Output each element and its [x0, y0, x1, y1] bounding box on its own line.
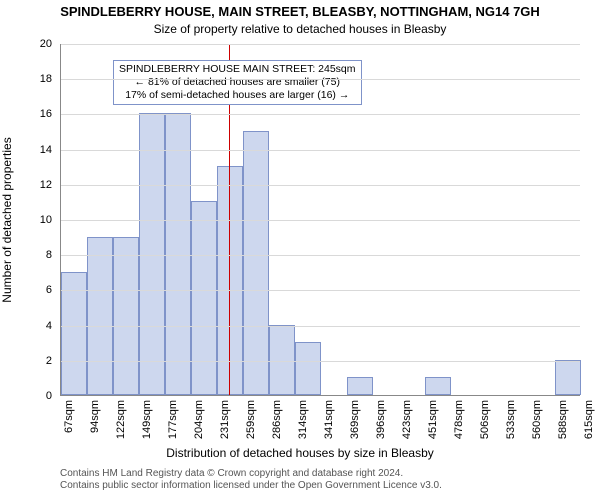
histogram-bar	[295, 342, 321, 395]
x-tick-labels: 67sqm 94sqm 122sqm 149sqm 177sqm 204sqm 231sqm…	[60, 396, 580, 446]
x-tick-label: 396sqm	[375, 400, 387, 439]
y-tick-label: 20	[22, 38, 52, 50]
gridline	[61, 290, 580, 291]
x-tick-label: 478sqm	[453, 400, 465, 439]
histogram-bar	[347, 377, 373, 395]
x-tick-label: 341sqm	[323, 400, 335, 439]
attribution-line: Contains public sector information licen…	[60, 480, 442, 492]
x-tick-label: 259sqm	[245, 400, 257, 439]
annotation-line: SPINDLEBERRY HOUSE MAIN STREET: 245sqm	[119, 63, 356, 76]
gridline	[61, 114, 580, 115]
histogram-bar	[269, 325, 295, 395]
x-tick-label: 94sqm	[89, 400, 101, 433]
y-tick-label: 0	[22, 390, 52, 402]
gridline	[61, 44, 580, 45]
x-tick-label: 369sqm	[349, 400, 361, 439]
x-tick-label: 615sqm	[583, 400, 595, 439]
gridline	[61, 220, 580, 221]
plot-area: SPINDLEBERRY HOUSE MAIN STREET: 245sqm← …	[60, 44, 580, 396]
gridline	[61, 326, 580, 327]
x-tick-label: 314sqm	[297, 400, 309, 439]
x-tick-label: 177sqm	[167, 400, 179, 439]
x-tick-label: 67sqm	[63, 400, 75, 433]
gridline	[61, 185, 580, 186]
chart-title: SPINDLEBERRY HOUSE, MAIN STREET, BLEASBY…	[0, 4, 600, 19]
y-axis-label: Number of detached properties	[0, 44, 16, 396]
x-axis-label: Distribution of detached houses by size …	[0, 446, 600, 460]
attribution: Contains HM Land Registry data © Crown c…	[60, 468, 442, 492]
x-tick-label: 506sqm	[479, 400, 491, 439]
annotation-box: SPINDLEBERRY HOUSE MAIN STREET: 245sqm← …	[113, 60, 362, 105]
y-tick-label: 10	[22, 214, 52, 226]
x-tick-label: 423sqm	[401, 400, 413, 439]
gridline	[61, 361, 580, 362]
x-tick-label: 204sqm	[193, 400, 205, 439]
y-tick-label: 12	[22, 179, 52, 191]
x-tick-label: 588sqm	[557, 400, 569, 439]
gridline	[61, 150, 580, 151]
x-tick-label: 122sqm	[115, 400, 127, 439]
y-tick-label: 14	[22, 144, 52, 156]
chart-container: SPINDLEBERRY HOUSE, MAIN STREET, BLEASBY…	[0, 0, 600, 500]
x-tick-label: 286sqm	[271, 400, 283, 439]
histogram-bar	[113, 237, 139, 395]
annotation-line: 17% of semi-detached houses are larger (…	[119, 89, 356, 102]
y-tick-label: 16	[22, 108, 52, 120]
gridline	[61, 255, 580, 256]
attribution-line: Contains HM Land Registry data © Crown c…	[60, 468, 442, 480]
y-tick-labels: 02468101214161820	[20, 44, 56, 396]
x-tick-label: 149sqm	[141, 400, 153, 439]
histogram-bar	[87, 237, 113, 395]
y-tick-label: 6	[22, 284, 52, 296]
annotation-line: ← 81% of detached houses are smaller (75…	[119, 76, 356, 89]
y-tick-label: 2	[22, 355, 52, 367]
x-tick-label: 451sqm	[427, 400, 439, 439]
x-tick-label: 231sqm	[219, 400, 231, 439]
x-tick-label: 560sqm	[531, 400, 543, 439]
histogram-bar	[191, 201, 217, 395]
chart-subtitle: Size of property relative to detached ho…	[0, 22, 600, 36]
histogram-bar	[555, 360, 581, 395]
histogram-bar	[243, 131, 269, 395]
gridline	[61, 79, 580, 80]
y-tick-label: 8	[22, 249, 52, 261]
y-tick-label: 4	[22, 320, 52, 332]
y-tick-label: 18	[22, 73, 52, 85]
histogram-bar	[425, 377, 451, 395]
x-tick-label: 533sqm	[505, 400, 517, 439]
